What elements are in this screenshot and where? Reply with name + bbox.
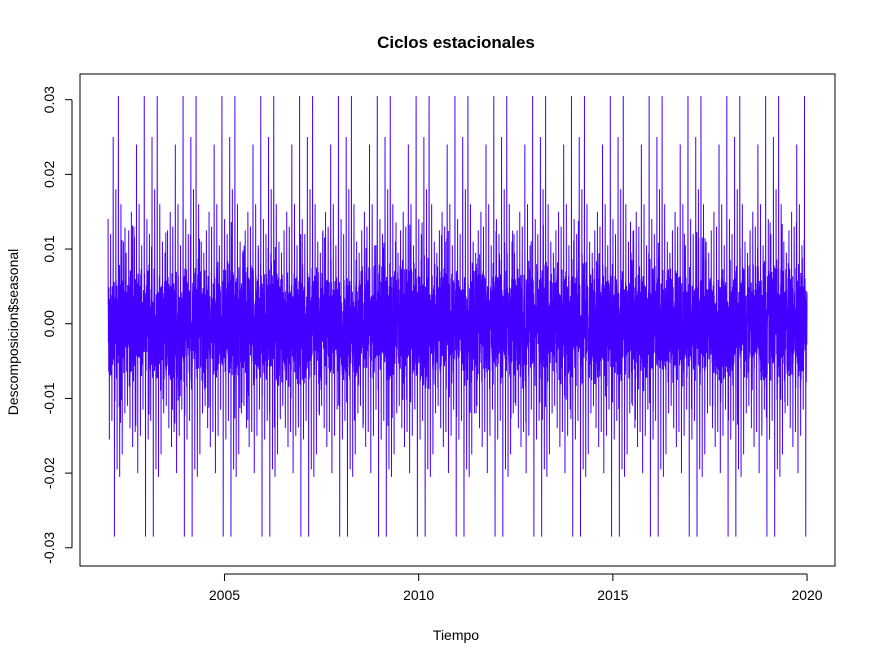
y-tick-label: 0.01 [41, 235, 57, 262]
y-tick-label: 0.00 [41, 310, 57, 337]
x-axis: 2005 2010 2015 2020 [209, 573, 823, 603]
y-axis: -0.03 -0.02 -0.01 0.00 0.01 0.02 0.03 [41, 86, 73, 564]
x-tick-label: 2020 [791, 587, 822, 603]
y-axis-label: Descomposicion$seasonal [5, 249, 21, 416]
y-tick-label: -0.02 [41, 457, 57, 489]
chart-title: Ciclos estacionales [377, 33, 535, 52]
series-layer [107, 95, 808, 537]
y-tick-label: 0.03 [41, 86, 57, 113]
y-tick-label: 0.02 [41, 161, 57, 188]
y-tick-label: -0.03 [41, 532, 57, 564]
x-tick-label: 2005 [209, 587, 240, 603]
seasonal-series-line [107, 95, 808, 537]
plot-frame [79, 73, 836, 567]
x-axis-label: Tiempo [433, 627, 479, 643]
y-tick-label: -0.01 [41, 382, 57, 414]
x-tick-label: 2010 [403, 587, 434, 603]
x-tick-label: 2015 [597, 587, 628, 603]
